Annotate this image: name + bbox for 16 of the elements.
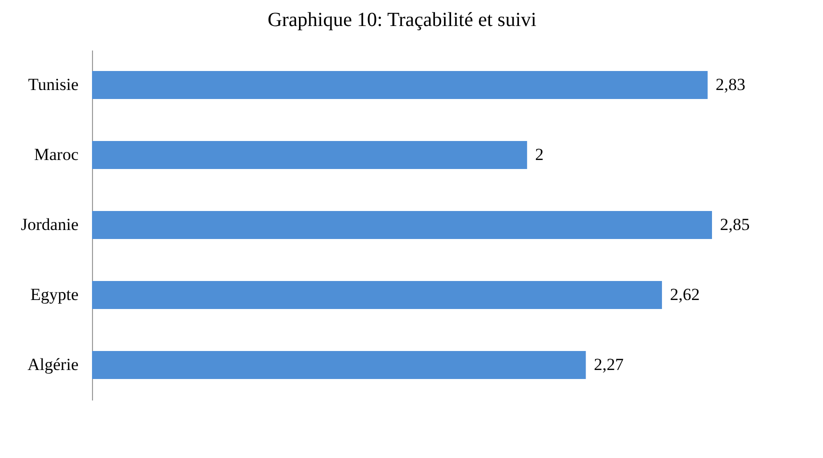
chart-title: Graphique 10: Traçabilité et suivi [268, 9, 537, 31]
y-tick-label: Tunisie [28, 75, 78, 94]
y-tick-label: Maroc [34, 145, 79, 164]
data-label: 2,62 [670, 285, 700, 304]
data-label: 2,27 [594, 355, 624, 374]
bar [92, 211, 712, 239]
bar [92, 281, 662, 309]
bar [92, 141, 528, 169]
data-label: 2,83 [716, 75, 746, 94]
bar [92, 351, 586, 379]
data-label: 2 [535, 145, 544, 164]
data-label: 2,85 [720, 215, 750, 234]
y-tick-label: Algérie [28, 355, 78, 374]
y-tick-label: Jordanie [20, 215, 78, 234]
bar [92, 71, 708, 99]
y-tick-label: Egypte [30, 285, 78, 304]
